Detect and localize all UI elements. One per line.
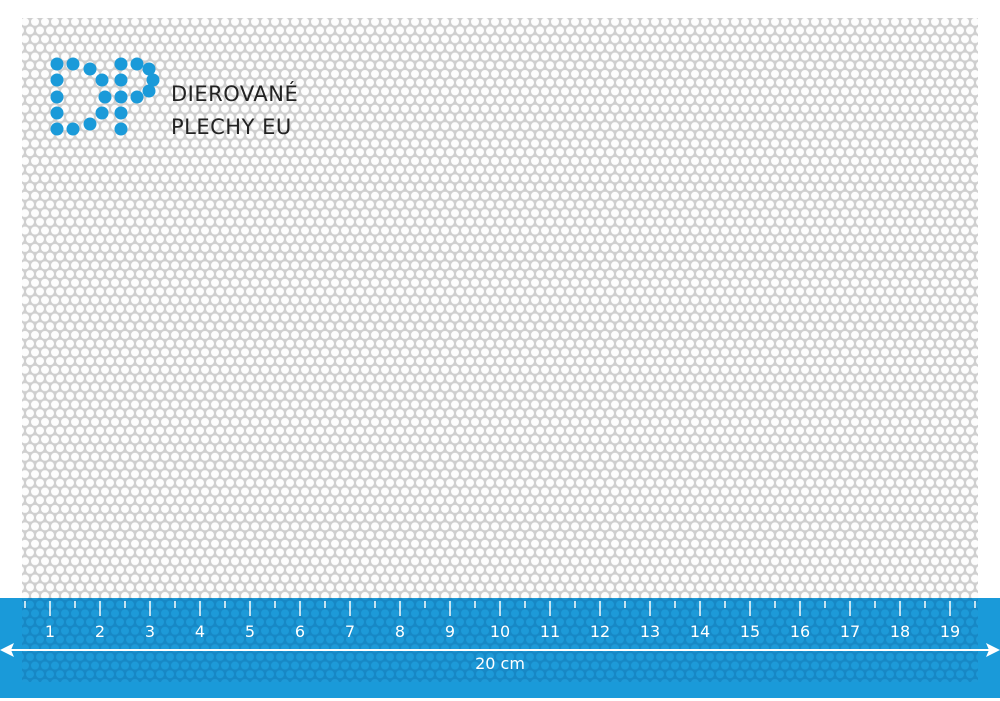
ruler-label: 13 (640, 622, 660, 641)
logo-dot (142, 62, 156, 76)
brand-line-2: PLECHY EU (171, 115, 292, 139)
ruler-label: 17 (840, 622, 860, 641)
ruler-label: 9 (445, 622, 455, 641)
ruler-label: 15 (740, 622, 760, 641)
logo-dot (114, 106, 128, 120)
logo-dot (50, 122, 64, 136)
logo-dot (142, 84, 156, 98)
logo-dot (98, 90, 112, 104)
ruler-label: 4 (195, 622, 205, 641)
arrow-left-icon (0, 643, 14, 657)
ruler-label: 3 (145, 622, 155, 641)
logo-dot (130, 90, 144, 104)
logo-dot (66, 57, 80, 71)
ruler-label: 18 (890, 622, 910, 641)
arrow-right-icon (986, 643, 1000, 657)
ruler-label: 2 (95, 622, 105, 641)
logo-dot (114, 73, 128, 87)
logo-dot (50, 57, 64, 71)
logo-dot (83, 62, 97, 76)
logo-dot (50, 73, 64, 87)
ruler-label: 10 (490, 622, 510, 641)
ruler-label: 1 (45, 622, 55, 641)
ruler-label: 7 (345, 622, 355, 641)
ruler-label: 19 (940, 622, 960, 641)
ruler-label: 14 (690, 622, 710, 641)
logo-dot (66, 122, 80, 136)
ruler-label: 6 (295, 622, 305, 641)
ruler-labels: 1 2 3 4 5 6 7 8 9 10 11 12 13 14 15 16 17 18 19 (45, 622, 960, 641)
logo-dot (114, 90, 128, 104)
logo-dot (50, 106, 64, 120)
ruler-label: 8 (395, 622, 405, 641)
brand-line-1: DIEROVANÉ (171, 82, 299, 106)
dp-logo-icon (50, 57, 160, 136)
perforated-sheet (22, 18, 978, 598)
ruler-label: 16 (790, 622, 810, 641)
logo-dot (95, 106, 109, 120)
logo-dot (114, 122, 128, 136)
logo-dot (83, 117, 97, 131)
ruler-ticks (24, 601, 976, 616)
logo-dot (114, 57, 128, 71)
logo-dot (130, 57, 144, 71)
ruler-label: 12 (590, 622, 610, 641)
length-label: 20 cm (475, 654, 525, 673)
logo-dot (146, 73, 160, 87)
ruler-label: 11 (540, 622, 560, 641)
dimension-arrow (0, 643, 1000, 657)
logo-dot (50, 90, 64, 104)
ruler-label: 5 (245, 622, 255, 641)
logo-dot (95, 73, 109, 87)
